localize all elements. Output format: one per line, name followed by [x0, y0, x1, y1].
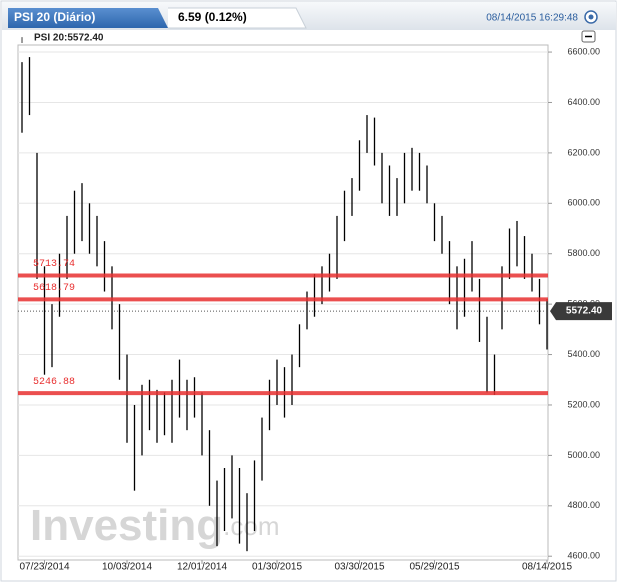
- change: 6.59 (0.12%): [178, 10, 247, 24]
- x-tick-label: 01/30/2015: [252, 562, 302, 573]
- x-tick-label: 08/14/2015: [522, 562, 572, 573]
- reference-label: 5246.88: [33, 377, 75, 388]
- x-tick-label: 12/01/2014: [177, 562, 227, 573]
- x-tick-label: 07/23/2014: [19, 562, 69, 573]
- last-price-label: 5572.40: [566, 306, 603, 317]
- timestamp: 08/14/2015 16:29:48: [486, 13, 578, 24]
- y-tick-label: 4600.00: [567, 551, 600, 561]
- x-tick-label: 10/03/2014: [102, 562, 152, 573]
- watermark: Investing.com: [30, 501, 280, 550]
- reference-label: 5713.74: [33, 259, 75, 270]
- marks: [18, 57, 548, 552]
- tab-title: PSI 20 (Diário): [14, 10, 95, 24]
- x-tick-label: 03/30/2015: [334, 562, 384, 573]
- plot-area: [17, 44, 549, 561]
- y-tick-label: 5200.00: [567, 399, 600, 409]
- grid: [18, 51, 548, 557]
- x-tick-label: 05/29/2015: [409, 562, 459, 573]
- y-tick-label: 5400.00: [567, 349, 600, 359]
- y-tick-label: 6400.00: [567, 97, 600, 107]
- cursor-icon: ╷: [19, 33, 25, 44]
- y-tick-label: 4800.00: [567, 500, 600, 510]
- y-tick-label: 5800.00: [567, 248, 600, 258]
- change-tab: [168, 7, 307, 29]
- instrument-label: PSI 20:5572.40: [34, 33, 104, 44]
- y-tick-label: 6600.00: [567, 46, 600, 56]
- watermark-main: Investing: [30, 501, 223, 550]
- last-price-box: [550, 302, 612, 321]
- tab[interactable]: [8, 8, 168, 28]
- y-tick-label: 6200.00: [567, 147, 600, 157]
- y-tick-label: 6000.00: [567, 198, 600, 208]
- y-tick-label: 5000.00: [567, 450, 600, 460]
- reference-label: 5618.79: [33, 283, 75, 294]
- settings-dot: [588, 14, 594, 20]
